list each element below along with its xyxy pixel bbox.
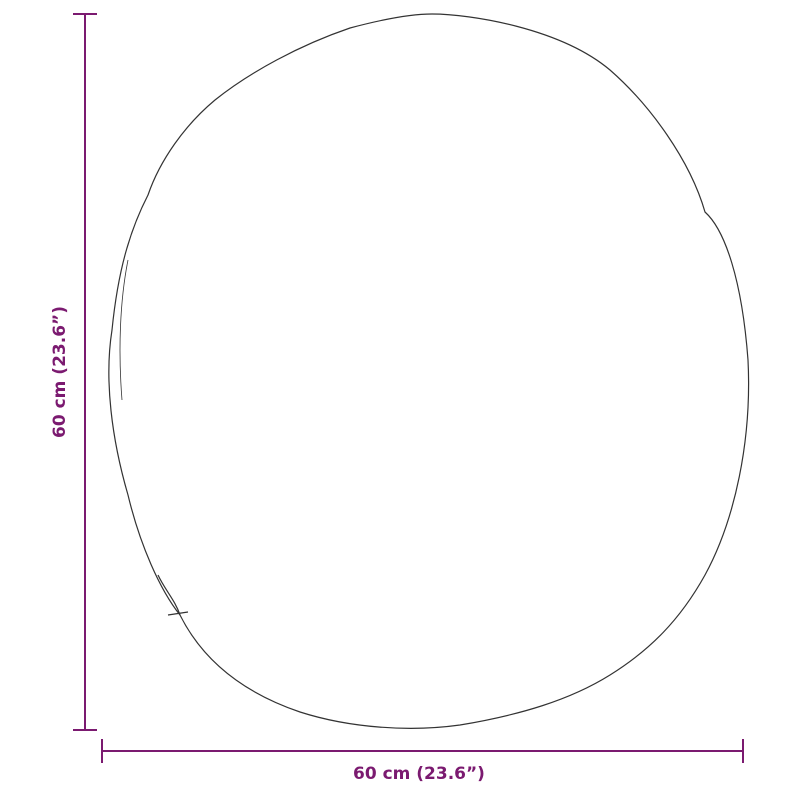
width-label: 60 cm (23.6”) bbox=[353, 764, 485, 784]
round-mirror-outline bbox=[108, 13, 750, 729]
height-dimension-line bbox=[73, 13, 97, 731]
height-label: 60 cm (23.6”) bbox=[50, 306, 70, 438]
width-dimension-line bbox=[101, 739, 744, 763]
